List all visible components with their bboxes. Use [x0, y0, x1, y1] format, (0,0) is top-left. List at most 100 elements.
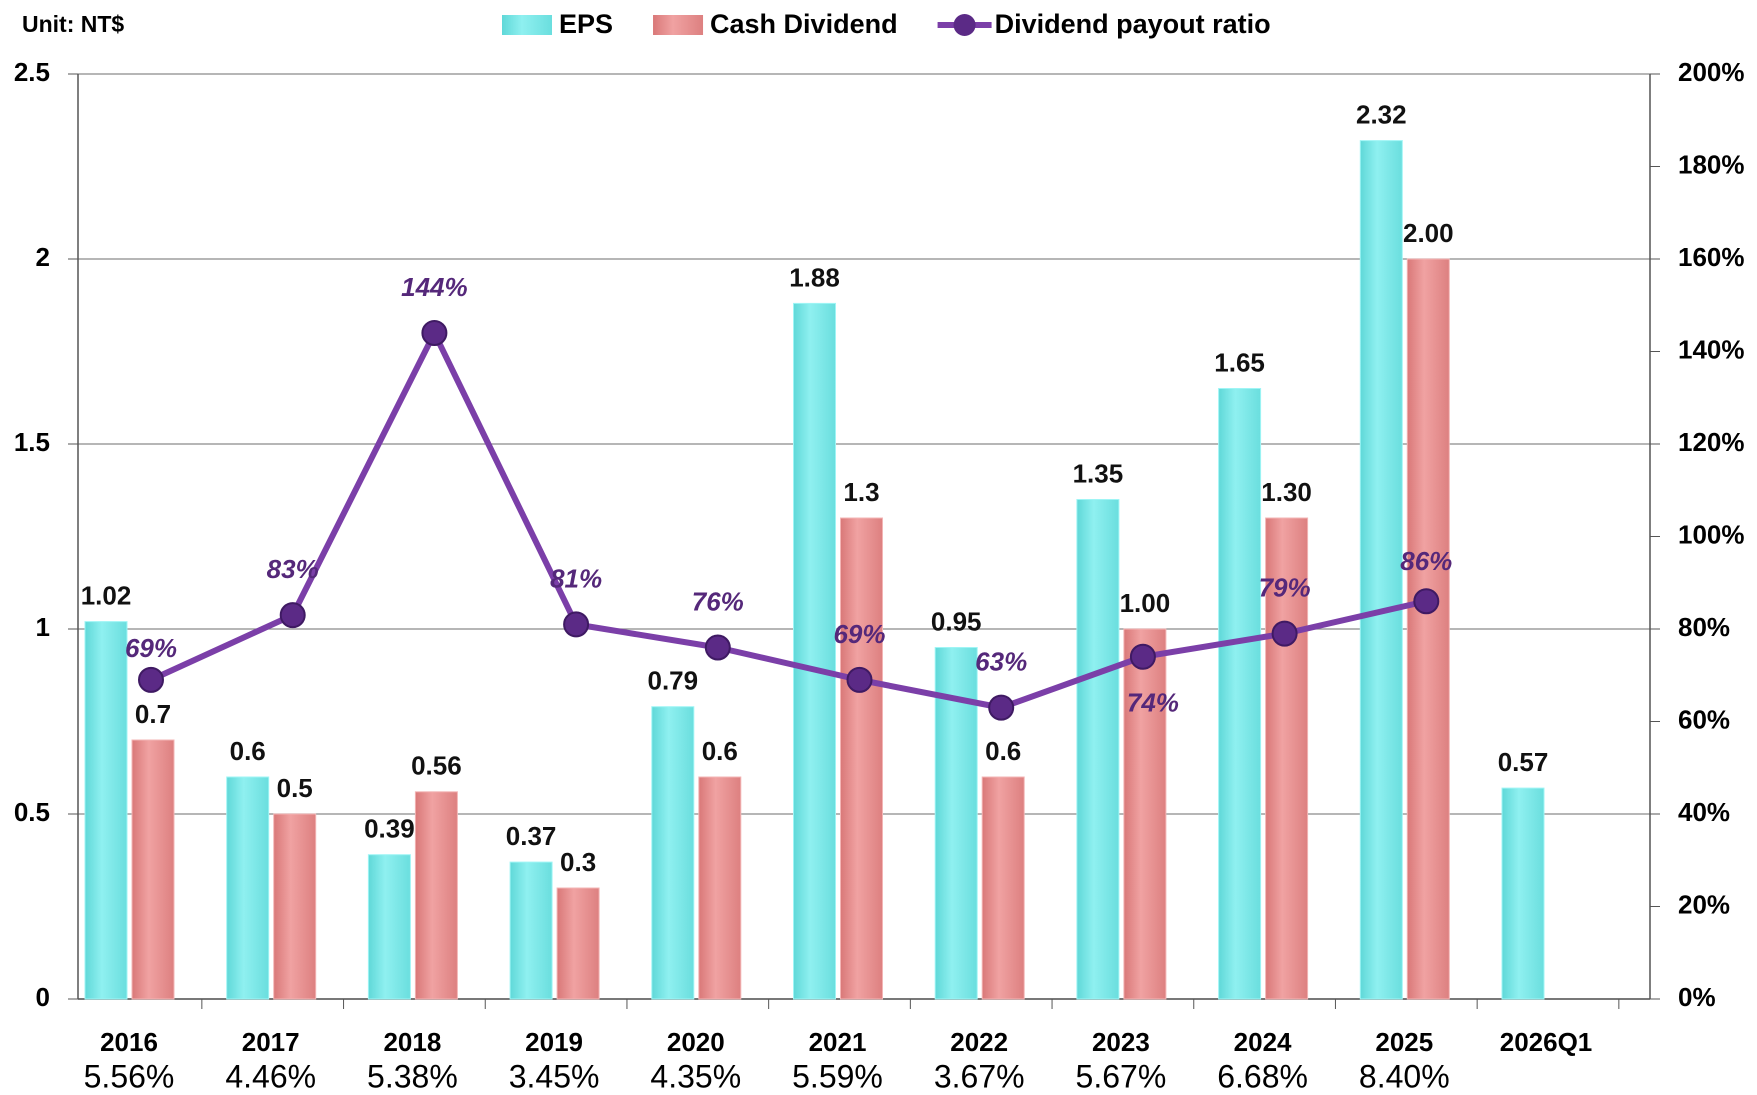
bar	[1218, 388, 1262, 1000]
bar-value-label: 0.5	[277, 773, 313, 803]
y2-tick-label: 160%	[1678, 242, 1745, 272]
y2-tick-label: 80%	[1678, 612, 1730, 642]
payout-point	[279, 602, 306, 629]
x-tick-label: 2018	[383, 1027, 441, 1057]
payout-label: 74%	[1127, 688, 1179, 718]
payout-point	[846, 666, 873, 693]
bar-value-label: 0.57	[1498, 747, 1549, 777]
bar-value-label: 0.3	[560, 847, 596, 877]
bar	[1076, 499, 1120, 1000]
bar	[1501, 787, 1545, 1000]
x-tick-label: 2025	[1375, 1027, 1433, 1057]
x-tick-label: 2019	[525, 1027, 583, 1057]
payout-point	[138, 666, 164, 693]
y2-tick-label: 20%	[1678, 889, 1730, 919]
y2-tick-label: 180%	[1678, 149, 1745, 179]
bar-value-label: 1.00	[1120, 588, 1171, 618]
bar-value-label: 0.37	[506, 821, 557, 851]
bar	[793, 302, 836, 1000]
bar	[367, 854, 411, 1000]
y-tick-label: 1.5	[14, 427, 50, 457]
x-sublabel: 6.68%	[1217, 1058, 1308, 1094]
y-tick-label: 0.5	[14, 797, 50, 827]
bar-value-label: 0.6	[985, 736, 1021, 766]
payout-point	[988, 694, 1015, 721]
bar-value-label: 1.88	[789, 262, 840, 292]
x-tick-label: 2021	[809, 1027, 867, 1057]
bar	[698, 776, 742, 1000]
payout-point	[1129, 643, 1156, 670]
x-sublabel: 4.46%	[225, 1058, 316, 1094]
y2-tick-label: 100%	[1678, 519, 1745, 549]
bar-value-label: 2.00	[1403, 218, 1454, 248]
payout-line	[149, 330, 1427, 711]
x-sublabel: 5.67%	[1076, 1058, 1167, 1094]
y2-tick-label: 0%	[1678, 982, 1716, 1012]
x-tick-label: 2017	[242, 1027, 300, 1057]
bar-value-label: 1.65	[1214, 347, 1265, 377]
y2-tick-label: 200%	[1678, 57, 1745, 87]
payout-point	[421, 320, 448, 346]
x-sublabel: 5.56%	[84, 1058, 175, 1094]
bar	[414, 791, 458, 1000]
bar-value-label: 0.6	[702, 736, 738, 766]
y2-tick-label: 140%	[1678, 334, 1745, 364]
legend-label: Dividend payout ratio	[995, 9, 1271, 39]
x-tick-label: 2024	[1234, 1027, 1292, 1057]
payout-point	[704, 634, 731, 661]
payout-label: 69%	[125, 633, 177, 663]
unit-label: Unit: NT$	[22, 11, 124, 37]
bar-value-label: 2.32	[1356, 99, 1407, 129]
y-tick-label: 1	[36, 612, 50, 642]
bar-value-label: 0.6	[230, 736, 266, 766]
bar	[840, 517, 883, 1000]
x-sublabel: 5.38%	[367, 1058, 458, 1094]
bar	[1265, 517, 1309, 1000]
payout-label: 63%	[975, 647, 1027, 677]
payout-label: 144%	[401, 272, 468, 302]
bar	[1359, 140, 1403, 1000]
x-tick-label: 2023	[1092, 1027, 1150, 1057]
payout-label: 81%	[550, 563, 602, 593]
y2-tick-label: 60%	[1678, 704, 1730, 734]
x-tick-label: 2020	[667, 1027, 725, 1057]
payout-label: 79%	[1259, 573, 1311, 603]
bar	[226, 776, 270, 1000]
bar-value-label: 0.56	[411, 751, 462, 781]
legend-swatch	[502, 15, 552, 35]
y-tick-label: 2.5	[14, 57, 50, 87]
y-tick-label: 0	[36, 982, 50, 1012]
bar	[1406, 258, 1450, 1000]
legend-swatch	[653, 15, 704, 35]
x-tick-label: 2026Q1	[1500, 1027, 1593, 1057]
bar	[1123, 628, 1167, 1000]
payout-label: 76%	[692, 586, 744, 616]
legend-swatch	[953, 14, 976, 36]
x-sublabel: 8.40%	[1359, 1058, 1450, 1094]
payout-label: 86%	[1400, 546, 1452, 576]
bar-value-label: 1.35	[1073, 458, 1124, 488]
bar	[651, 706, 695, 1000]
payout-label: 69%	[833, 619, 885, 649]
payout-point	[1271, 620, 1298, 647]
x-tick-label: 2022	[950, 1027, 1008, 1057]
x-sublabel: 3.67%	[934, 1058, 1025, 1094]
bar	[84, 621, 128, 1000]
x-sublabel: 4.35%	[650, 1058, 741, 1094]
bar-value-label: 0.39	[364, 814, 415, 844]
bar	[509, 861, 553, 1000]
payout-point	[563, 611, 590, 638]
bar-value-label: 1.30	[1261, 477, 1312, 507]
bar-value-label: 1.02	[81, 580, 132, 610]
legend-label: EPS	[559, 9, 613, 39]
y2-tick-label: 120%	[1678, 427, 1745, 457]
payout-label: 83%	[267, 554, 319, 584]
legend-label: Cash Dividend	[710, 9, 898, 39]
bar	[131, 739, 175, 1000]
bar	[934, 647, 978, 1000]
bar	[556, 887, 600, 1000]
y-tick-label: 2	[36, 242, 50, 272]
x-sublabel: 5.59%	[792, 1058, 883, 1094]
x-sublabel: 3.45%	[509, 1058, 600, 1094]
